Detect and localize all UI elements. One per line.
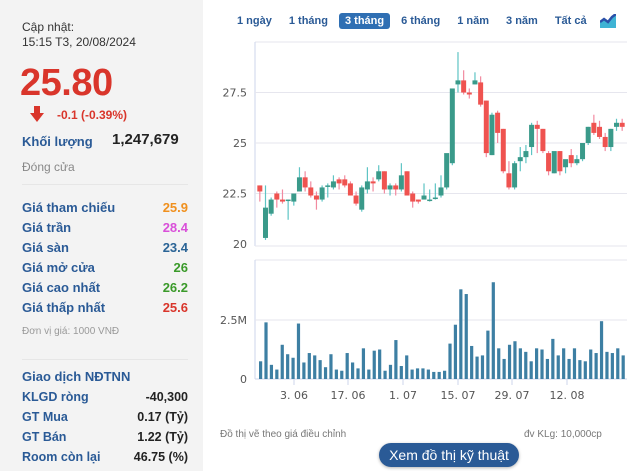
stat-label: Giá trần — [22, 219, 72, 235]
svg-text:1. 07: 1. 07 — [389, 389, 417, 402]
area-chart-icon[interactable] — [599, 14, 616, 28]
svg-text:20: 20 — [233, 238, 247, 251]
stat-row: Giá sàn 23.4 — [22, 237, 188, 257]
foreign-value: 0.17 (Tỷ) — [137, 410, 188, 424]
stat-row: Giá mở cửa 26 — [22, 257, 188, 277]
tab-period[interactable]: 1 năm — [457, 15, 490, 27]
foreign-row: GT Mua 0.17 (Tỷ) — [22, 407, 188, 427]
svg-text:25: 25 — [233, 137, 247, 150]
svg-text:17. 06: 17. 06 — [331, 389, 366, 402]
update-info: Cập nhật: 15:15 T3, 20/08/2024 — [22, 20, 136, 50]
chart-note-adjusted: Đồ thị vẽ theo giá điều chỉnh — [220, 429, 347, 440]
svg-text:29. 07: 29. 07 — [495, 389, 530, 402]
tab-period[interactable]: 1 ngày — [237, 15, 272, 27]
svg-text:27.5: 27.5 — [223, 87, 248, 100]
divider — [22, 359, 188, 360]
svg-text:15. 07: 15. 07 — [441, 389, 476, 402]
tab-period[interactable]: Tất cả — [554, 15, 587, 27]
foreign-trading-title: Giao dịch NĐTNN — [22, 369, 131, 384]
stat-value: 26 — [173, 259, 188, 275]
foreign-label: GT Bán — [22, 430, 67, 444]
stat-value: 25.9 — [162, 199, 188, 215]
stat-row: Giá tham chiếu 25.9 — [22, 197, 188, 217]
stat-label: Giá thấp nhất — [22, 299, 106, 315]
volume-value: 1,247,679 — [112, 131, 179, 148]
price-stats: Giá tham chiếu 25.9 Giá trần 28.4 Giá sàn 23.… — [22, 197, 188, 317]
tab-period[interactable]: 6 tháng — [401, 15, 441, 27]
volume-bar-chart: 0 2.5M 3. 06 17. 06 1. 07 15. 07 29. 07 12. 08 — [220, 259, 627, 402]
foreign-value: -40,300 — [145, 390, 188, 404]
stat-label: Giá sàn — [22, 239, 69, 255]
stat-row: Giá cao nhất 26.2 — [22, 277, 188, 297]
stock-summary-panel: Cập nhật: 15:15 T3, 20/08/2024 25.80 -0.… — [0, 0, 203, 471]
stat-value: 25.6 — [162, 299, 188, 315]
update-label: Cập nhật: — [22, 20, 75, 34]
volume-unit-note: đv KLg: 10,000cp — [524, 429, 602, 440]
foreign-label: KLGD ròng — [22, 390, 89, 404]
tab-period[interactable]: 1 tháng — [288, 15, 328, 27]
stat-row: Giá thấp nhất 25.6 — [22, 297, 188, 317]
current-price: 25.80 — [20, 62, 113, 104]
divider — [22, 184, 188, 185]
period-tabs: 1 ngày 1 tháng 3 tháng 6 tháng 1 năm 3 năm Tất… — [231, 13, 616, 29]
svg-text:12. 08: 12. 08 — [550, 389, 585, 402]
market-status: Đóng cửa — [22, 160, 75, 174]
update-time: 15:15 T3, 20/08/2024 — [22, 35, 136, 49]
svg-text:3. 06: 3. 06 — [280, 389, 308, 402]
foreign-value: 46.75 (%) — [133, 450, 188, 464]
foreign-label: Room còn lại — [22, 450, 101, 464]
svg-text:22.5: 22.5 — [223, 188, 248, 201]
unit-note: Đơn vị giá: 1000 VNĐ — [22, 326, 120, 337]
foreign-row: Room còn lại 46.75 (%) — [22, 447, 188, 467]
technical-chart-button[interactable]: Xem đồ thị kỹ thuật — [379, 443, 519, 467]
stat-label: Giá tham chiếu — [22, 199, 116, 215]
stat-label: Giá cao nhất — [22, 279, 101, 295]
stat-value: 23.4 — [162, 239, 188, 255]
tab-period[interactable]: 3 tháng — [338, 13, 391, 29]
stat-value: 28.4 — [162, 219, 188, 235]
foreign-value: 1.22 (Tỷ) — [137, 430, 188, 444]
foreign-row: GT Bán 1.22 (Tỷ) — [22, 427, 188, 447]
svg-text:2.5M: 2.5M — [220, 314, 247, 327]
volume-label: Khối lượng — [22, 134, 93, 149]
foreign-label: GT Mua — [22, 410, 68, 424]
stat-row: Giá trần 28.4 — [22, 217, 188, 237]
stat-label: Giá mở cửa — [22, 259, 95, 275]
foreign-row: KLGD ròng -40,300 — [22, 387, 188, 407]
foreign-trading: Giao dịch NĐTNN KLGD ròng -40,300 GT Mua 0.… — [22, 369, 188, 467]
price-change: -0.1 (-0.39%) — [57, 108, 128, 122]
arrow-down-icon — [30, 106, 44, 122]
tab-period[interactable]: 3 năm — [506, 15, 538, 27]
stat-value: 26.2 — [162, 279, 188, 295]
svg-text:0: 0 — [240, 373, 247, 386]
price-candlestick-chart: 20 22.5 25 27.5 — [223, 41, 627, 251]
